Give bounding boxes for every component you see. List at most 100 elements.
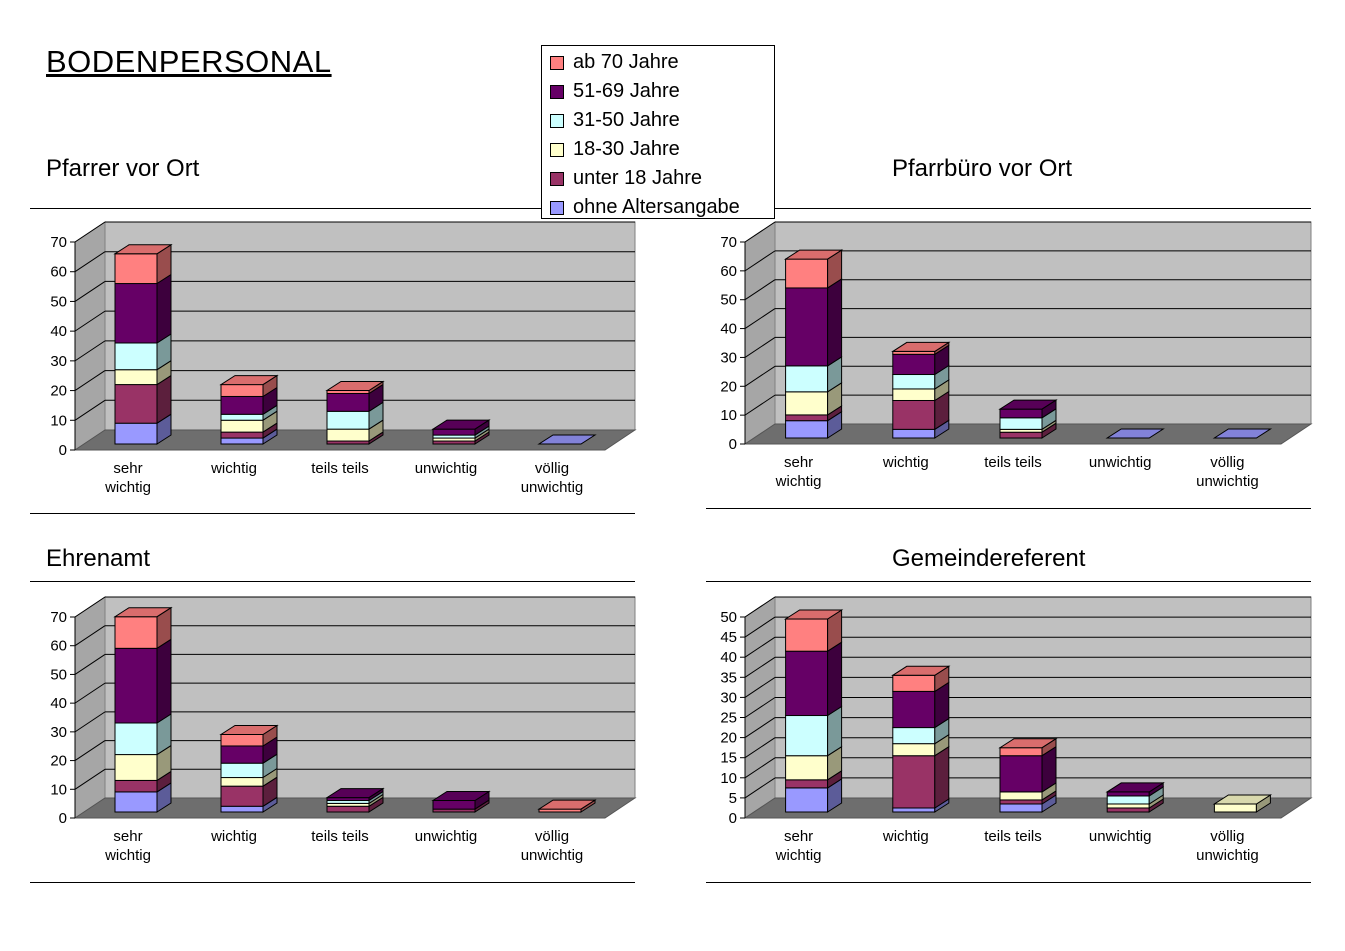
gridline-side (74, 768, 106, 790)
bar-top (219, 725, 279, 735)
y-tick-label: 25 (720, 710, 737, 727)
bar-segment (1106, 795, 1150, 805)
gridline-side (744, 697, 776, 718)
legend-item: 18-30 Jahre (550, 135, 774, 164)
x-tick-label: wichtig (210, 828, 257, 845)
y-tick-label: 60 (50, 638, 67, 655)
y-tick-label: 60 (50, 264, 67, 281)
y-tick-label: 30 (720, 349, 737, 366)
chart-title-ehrenamt: Ehrenamt (46, 545, 151, 572)
x-tick-label: völlig unwichtig (521, 828, 584, 864)
bar-segment (1106, 807, 1150, 813)
legend-label: unter 18 Jahre (573, 167, 702, 189)
bar-top (431, 791, 491, 801)
y-tick-label: 60 (720, 263, 737, 280)
bar-segment-side (934, 745, 950, 809)
gridline-side (744, 777, 776, 799)
bar-segment (785, 779, 829, 789)
gridline-side (744, 717, 776, 739)
bar-top (998, 738, 1058, 749)
bar-segment (999, 799, 1043, 805)
gridline-side (744, 636, 776, 658)
y-tick-label: 15 (720, 750, 737, 767)
bar-top (1105, 782, 1165, 793)
legend-item: unter 18 Jahre (550, 164, 774, 193)
bar-segment (1106, 803, 1150, 809)
y-tick-label: 50 (720, 609, 737, 626)
y-tick-label: 40 (50, 695, 67, 712)
bar-segment (892, 807, 936, 813)
divider (30, 882, 635, 883)
legend-label: 51-69 Jahre (573, 80, 680, 102)
bar-segment (785, 650, 829, 717)
legend-swatch (550, 84, 564, 99)
x-tick-label: sehr wichtig (775, 454, 822, 490)
y-tick-label: 50 (720, 292, 737, 309)
bar-top (219, 375, 279, 386)
chart-title-gemeindereferent: Gemeindereferent (892, 545, 1086, 572)
x-tick-label: unwichtig (415, 828, 478, 845)
x-tick-label: teils teils (311, 460, 369, 477)
bar-top (1212, 428, 1273, 439)
x-tick-label: teils teils (984, 828, 1042, 845)
y-tick-label: 0 (59, 442, 67, 459)
bar-segment (785, 287, 829, 367)
gridline-side (744, 737, 776, 759)
x-tick-label: sehr wichtig (104, 460, 151, 496)
bar-segment (892, 743, 936, 757)
bar-top (431, 419, 491, 430)
legend-item: ohne Altersangabe (550, 193, 774, 222)
bar-top (783, 609, 844, 620)
gridline-side (74, 654, 106, 675)
bar-top (325, 381, 385, 391)
gridline-side (74, 682, 106, 704)
gridline-side (74, 740, 106, 761)
bar-segment (785, 618, 829, 652)
y-tick-label: 0 (729, 436, 737, 453)
bar-segment (892, 674, 936, 692)
y-tick-label: 70 (50, 234, 67, 251)
bar-segment-side (827, 641, 843, 717)
y-tick-label: 10 (50, 781, 67, 798)
bar-segment (999, 747, 1043, 757)
legend-swatch (550, 113, 564, 128)
legend-label: ohne Altersangabe (573, 196, 740, 218)
y-tick-label: 10 (720, 770, 737, 787)
x-tick-label: wichtig (882, 454, 929, 471)
bar-segment (785, 787, 829, 813)
gridline-side (744, 616, 776, 638)
bar-top (113, 244, 173, 255)
y-tick-label: 5 (729, 790, 737, 807)
legend-swatch (550, 55, 564, 70)
bar-top (891, 341, 951, 352)
y-tick-label: 20 (50, 753, 67, 770)
x-tick-label: teils teils (984, 454, 1042, 471)
bar-top (537, 799, 597, 810)
gridline-side (74, 251, 106, 273)
y-tick-label: 20 (720, 378, 737, 395)
y-tick-label: 50 (50, 666, 67, 683)
bar-segment (114, 253, 158, 285)
x-tick-label: völlig unwichtig (1196, 454, 1259, 490)
x-tick-label: unwichtig (1089, 454, 1152, 471)
legend-label: 31-50 Jahre (573, 109, 680, 131)
bar-segment (114, 283, 158, 344)
bar-top (325, 788, 385, 799)
gridline-side (744, 308, 776, 329)
bar-segment (1106, 791, 1150, 797)
bar-segment (114, 342, 158, 371)
gridline-side (74, 310, 106, 332)
legend-label: 18-30 Jahre (573, 138, 680, 160)
y-tick-label: 10 (720, 407, 737, 424)
legend-item: 51-69 Jahre (550, 77, 774, 106)
gridline-side (74, 281, 106, 302)
chart-title-pfarrer: Pfarrer vor Ort (46, 155, 200, 182)
y-tick-label: 70 (720, 234, 737, 251)
gridline-side (74, 340, 106, 362)
gridline-side (744, 394, 776, 416)
divider (30, 208, 635, 209)
gridline-side (74, 221, 106, 243)
